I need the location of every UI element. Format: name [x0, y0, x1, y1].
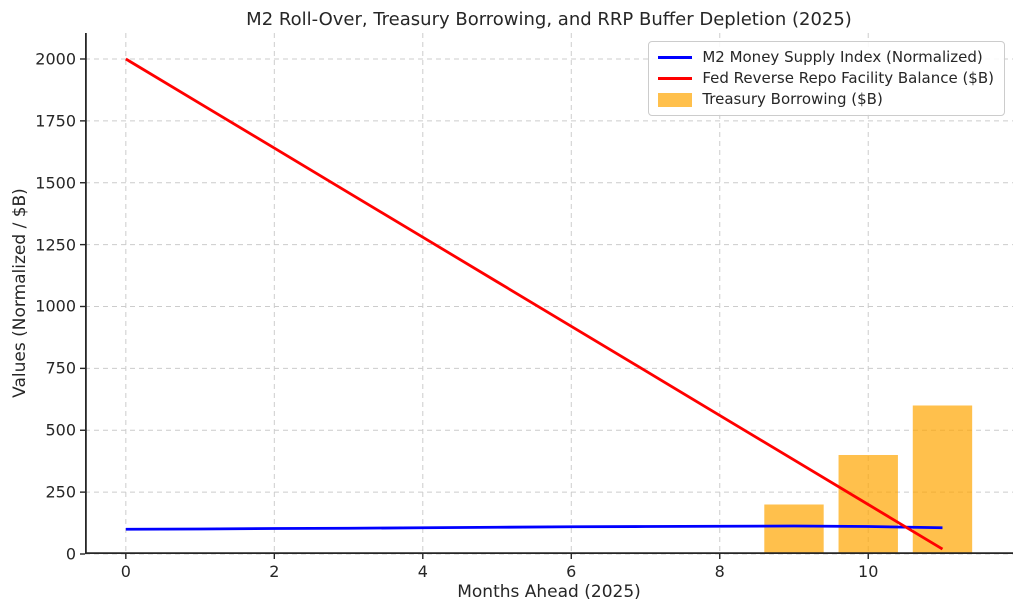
- y-tick-label: 1250: [35, 235, 76, 255]
- plot-area: M2 Money Supply Index (Normalized) Fed R…: [80, 33, 1013, 559]
- x-axis-label: Months Ahead (2025): [457, 582, 641, 602]
- x-tick-label: 8: [714, 562, 725, 581]
- y-tick-label: 2000: [35, 49, 76, 69]
- legend-label-rrp: Fed Reverse Repo Facility Balance ($B): [702, 69, 994, 87]
- legend-item-rrp: Fed Reverse Repo Facility Balance ($B): [658, 70, 994, 87]
- x-tick-label: 2: [269, 562, 280, 581]
- treasury-bar-swatch-icon: [658, 92, 693, 107]
- m2-line-swatch-icon: [658, 56, 693, 59]
- y-tick-label: 1750: [35, 111, 76, 131]
- y-tick-label: 0: [65, 544, 76, 564]
- x-tick-label: 4: [417, 562, 428, 581]
- y-tick-label: 250: [45, 482, 76, 502]
- m2-line: [125, 524, 943, 531]
- legend-label-treasury: Treasury Borrowing ($B): [702, 90, 883, 108]
- gridlines: [85, 33, 1013, 555]
- tick-marks: [80, 58, 869, 559]
- axes-spines: [84, 33, 1013, 554]
- y-tick-label: 750: [45, 358, 76, 378]
- x-tick-label: 0: [120, 562, 131, 581]
- x-tick-label: 6: [566, 562, 577, 581]
- legend: M2 Money Supply Index (Normalized) Fed R…: [648, 41, 1005, 116]
- chart-title: M2 Roll-Over, Treasury Borrowing, and RR…: [246, 9, 852, 30]
- legend-item-m2: M2 Money Supply Index (Normalized): [658, 49, 994, 66]
- y-tick-label: 1000: [35, 296, 76, 316]
- legend-label-m2: M2 Money Supply Index (Normalized): [702, 48, 983, 66]
- rrp-line: [125, 57, 944, 551]
- plot-canvas: [80, 33, 1013, 559]
- bar: [764, 504, 824, 554]
- bar: [912, 405, 973, 554]
- y-tick-label: 500: [45, 420, 76, 440]
- x-tick-label: 10: [858, 562, 879, 581]
- treasury-borrowing-bars: [764, 405, 973, 554]
- rrp-line-swatch-icon: [658, 77, 693, 80]
- legend-item-treasury: Treasury Borrowing ($B): [658, 91, 994, 108]
- y-tick-label: 1500: [35, 173, 76, 193]
